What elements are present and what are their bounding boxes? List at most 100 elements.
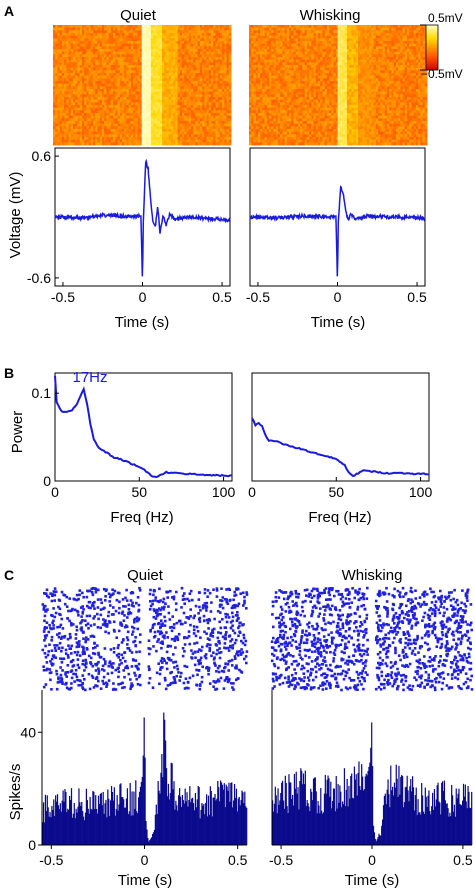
heatmap-cell	[84, 67, 87, 71]
heatmap-cell	[101, 46, 105, 50]
heatmap-cell	[64, 43, 67, 47]
heatmap-cell	[273, 54, 277, 58]
heatmap-cell	[155, 113, 158, 117]
heatmap-cell	[97, 59, 101, 63]
heatmap-cell	[59, 113, 63, 117]
heatmap-cell	[228, 46, 232, 50]
heatmap-cell	[86, 43, 90, 47]
heatmap-cell	[144, 46, 147, 50]
heatmap-cell	[369, 57, 372, 61]
heatmap-cell	[378, 33, 381, 37]
heatmap-cell	[164, 62, 167, 66]
heatmap-cell	[338, 54, 341, 58]
heatmap-cell	[73, 97, 76, 101]
heatmap-cell	[108, 110, 112, 114]
heatmap-cell	[99, 73, 103, 77]
heatmap-cell	[266, 62, 270, 66]
heatmap-cell	[68, 123, 72, 127]
heatmap-cell	[97, 51, 101, 55]
heatmap-cell	[110, 142, 114, 146]
heatmap-cell	[277, 62, 281, 66]
heatmap-cell	[148, 67, 152, 71]
heatmap-cell	[170, 57, 174, 61]
heatmap-cell	[393, 54, 397, 58]
heatmap-cell	[53, 27, 56, 31]
heatmap-cell	[55, 75, 58, 79]
heatmap-cell	[119, 81, 123, 85]
heatmap-cell	[119, 102, 123, 106]
heatmap-cell	[188, 91, 192, 95]
heatmap-cell	[309, 35, 312, 39]
heatmap-cell	[413, 65, 417, 69]
heatmap-cell	[113, 123, 116, 127]
heatmap-cell	[340, 25, 343, 29]
heatmap-cell	[59, 38, 63, 42]
heatmap-cell	[115, 97, 118, 101]
heatmap-cell	[404, 46, 408, 50]
heatmap-cell	[193, 75, 196, 79]
heatmap-cell	[420, 38, 423, 42]
heatmap-cell	[226, 126, 230, 130]
heatmap-cell	[251, 38, 254, 42]
heatmap-cell	[389, 41, 392, 45]
heatmap-cell	[70, 59, 74, 63]
heatmap-cell	[64, 105, 67, 109]
heatmap-cell	[335, 35, 339, 39]
heatmap-cell	[97, 62, 101, 66]
heatmap-cell	[166, 134, 170, 138]
heatmap-cell	[204, 54, 207, 58]
heatmap-cell	[148, 113, 152, 117]
heatmap-cell	[355, 54, 359, 58]
heatmap-cell	[182, 49, 185, 53]
heatmap-cell	[346, 49, 350, 53]
heatmap-cell	[300, 70, 303, 74]
heatmap-cell	[215, 137, 219, 141]
heatmap-cell	[53, 33, 56, 37]
heatmap-cell	[53, 139, 56, 143]
heatmap-cell	[228, 27, 232, 31]
heatmap-cell	[153, 118, 156, 122]
heatmap-cell	[57, 65, 61, 69]
heatmap-cell	[93, 57, 96, 61]
heatmap-cell	[170, 51, 174, 55]
heatmap-cell	[300, 65, 303, 69]
heatmap-cell	[144, 121, 147, 125]
heatmap-cell	[353, 38, 357, 42]
heatmap-cell	[159, 137, 163, 141]
heatmap-cell	[422, 67, 426, 71]
heatmap-cell	[137, 134, 141, 138]
heatmap-cell	[170, 134, 174, 138]
heatmap-cell	[157, 62, 161, 66]
heatmap-cell	[104, 86, 107, 90]
heatmap-cell	[199, 54, 203, 58]
heatmap-cell	[195, 51, 199, 55]
heatmap-cell	[208, 81, 212, 85]
heatmap-cell	[130, 62, 134, 66]
heatmap-cell	[61, 38, 65, 42]
heatmap-cell	[184, 81, 187, 85]
heatmap-cell	[155, 49, 158, 53]
heatmap-cell	[64, 51, 67, 55]
heatmap-cell	[139, 123, 143, 127]
heatmap-cell	[175, 91, 179, 95]
heatmap-cell	[144, 30, 147, 34]
heatmap-cell	[262, 51, 265, 55]
heatmap-cell	[297, 25, 301, 29]
heatmap-cell	[166, 51, 170, 55]
heatmap-cell	[168, 51, 172, 55]
heatmap-cell	[142, 134, 145, 138]
heatmap-cell	[284, 57, 288, 61]
heatmap-cell	[84, 81, 87, 85]
heatmap-cell	[95, 126, 98, 130]
heatmap-cell	[291, 54, 294, 58]
heatmap-cell	[159, 97, 163, 101]
heatmap-cell	[213, 131, 216, 135]
heatmap-cell	[395, 46, 399, 50]
heatmap-cell	[226, 33, 230, 37]
heatmap-cell	[146, 70, 150, 74]
heatmap-cell	[124, 30, 127, 34]
heatmap-cell	[193, 67, 196, 71]
heatmap-cell	[193, 43, 196, 47]
heatmap-cell	[61, 113, 65, 117]
heatmap-cell	[144, 126, 147, 130]
